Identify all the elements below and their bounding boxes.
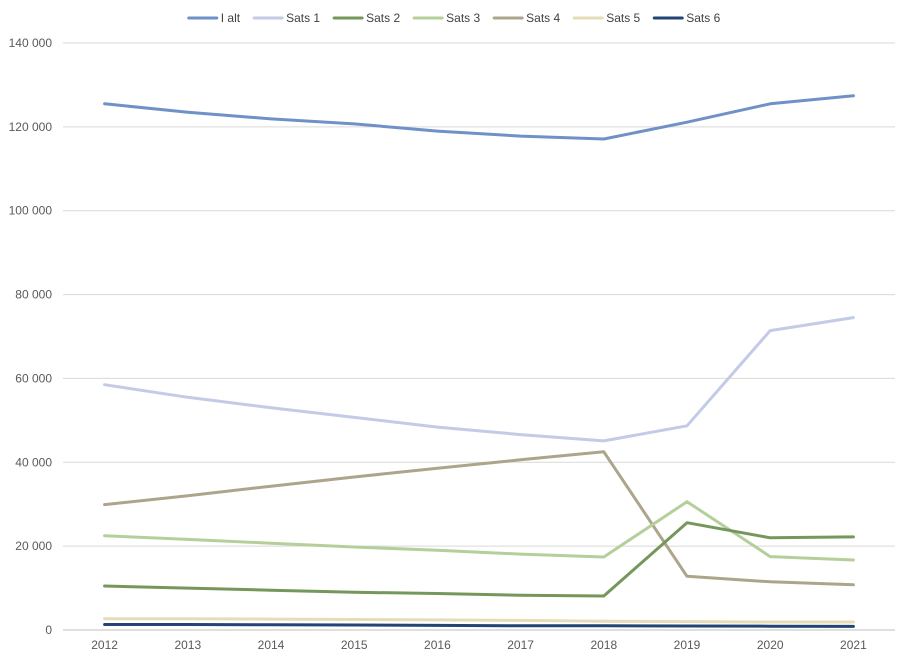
y-tick-label: 40 000 xyxy=(15,455,52,469)
y-tick-label: 80 000 xyxy=(15,288,52,302)
legend-item-sats-6: Sats 6 xyxy=(652,11,721,25)
x-tick-label: 2013 xyxy=(174,638,201,652)
legend-item-sats-3: Sats 3 xyxy=(412,11,480,25)
legend-item-sats-4: Sats 4 xyxy=(492,11,561,25)
x-tick-label: 2017 xyxy=(507,638,534,652)
series-line-sats-2 xyxy=(103,521,855,598)
legend-label: Sats 6 xyxy=(686,11,720,25)
legend-item-i-alt: I alt xyxy=(187,11,241,25)
legend-label: Sats 4 xyxy=(526,11,560,25)
y-axis: 0 20 000 40 000 60 000 80 000 100 000 120 000 1… xyxy=(9,36,53,637)
series-line-sats-6 xyxy=(103,623,855,628)
y-tick-label: 20 000 xyxy=(15,539,52,553)
series-line-sats-4 xyxy=(103,450,855,587)
x-tick-label: 2018 xyxy=(590,638,617,652)
series-line-sats-1 xyxy=(103,316,855,443)
x-tick-label: 2020 xyxy=(757,638,784,652)
x-tick-label: 2012 xyxy=(91,638,118,652)
x-axis: 2012 2013 2014 2015 2016 2017 2018 2019 2020 2021 xyxy=(63,629,895,652)
legend-item-sats-1: Sats 1 xyxy=(252,11,320,25)
y-tick-label: 0 xyxy=(45,623,52,637)
series-lines xyxy=(103,94,855,628)
legend-label: Sats 1 xyxy=(286,11,320,25)
legend-label: I alt xyxy=(221,11,241,25)
legend-item-sats-5: Sats 5 xyxy=(572,11,641,25)
legend-label: Sats 3 xyxy=(446,11,480,25)
y-tick-label: 100 000 xyxy=(9,204,53,218)
legend-label: Sats 2 xyxy=(366,11,400,25)
x-tick-label: 2016 xyxy=(424,638,451,652)
series-line-sats-3 xyxy=(103,500,855,562)
y-tick-label: 60 000 xyxy=(15,371,52,385)
series-line-sats-5 xyxy=(103,617,855,624)
x-tick-label: 2019 xyxy=(674,638,701,652)
legend-label: Sats 5 xyxy=(606,11,640,25)
chart-legend: I alt Sats 1 Sats 2 Sats 3 Sats 4 Sats 5 Sats … xyxy=(187,11,721,25)
gridlines xyxy=(63,42,895,547)
x-tick-label: 2015 xyxy=(341,638,368,652)
y-tick-label: 120 000 xyxy=(9,120,53,134)
legend-item-sats-2: Sats 2 xyxy=(332,11,400,25)
series-line-i-alt xyxy=(103,94,855,141)
y-tick-label: 140 000 xyxy=(9,36,53,50)
x-tick-label: 2021 xyxy=(840,638,867,652)
x-tick-label: 2014 xyxy=(258,638,285,652)
